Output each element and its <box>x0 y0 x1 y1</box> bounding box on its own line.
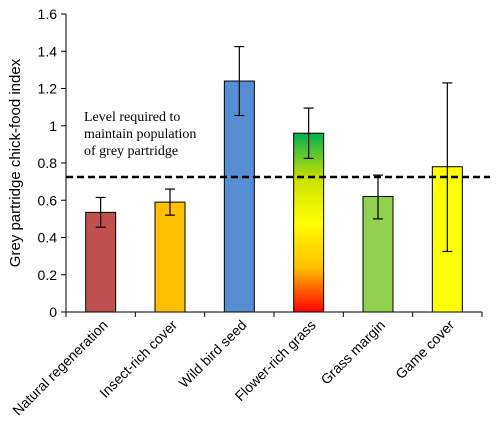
reference-annotation-line: maintain population <box>84 127 196 142</box>
y-tick-label: 0.4 <box>38 230 58 246</box>
y-tick-label: 0 <box>49 304 57 320</box>
x-category-label: Wild bird seed <box>175 317 249 391</box>
reference-annotation-line: Level required to <box>84 110 180 125</box>
x-category-label: Game cover <box>392 317 457 382</box>
bar-2 <box>154 201 186 313</box>
reference-annotation-line: of grey partridge <box>84 144 178 159</box>
y-axis-title: Grey partridge chick-food index <box>7 58 24 267</box>
reference-group: Level required to maintain population of g… <box>66 110 490 179</box>
y-tick-label: 1.6 <box>38 6 58 22</box>
y-tick-label: 1 <box>49 118 57 134</box>
bar-1 <box>85 211 117 313</box>
y-tick-label: 0.2 <box>38 267 58 283</box>
y-axis-ticks: 0 0.2 0.4 0.6 0.8 1 1.2 1.4 1.6 <box>38 6 66 320</box>
axes <box>65 14 483 317</box>
y-tick-label: 1.4 <box>38 43 58 59</box>
y-tick-label: 0.6 <box>38 192 58 208</box>
x-category-label: Grass margin <box>317 317 388 388</box>
bars <box>85 80 463 313</box>
y-tick-label: 0.8 <box>38 155 58 171</box>
error-bars <box>95 45 453 253</box>
bar-4 <box>293 132 325 313</box>
x-category-label: Natural regeneration <box>9 317 111 419</box>
y-tick-label: 1.2 <box>38 81 58 97</box>
